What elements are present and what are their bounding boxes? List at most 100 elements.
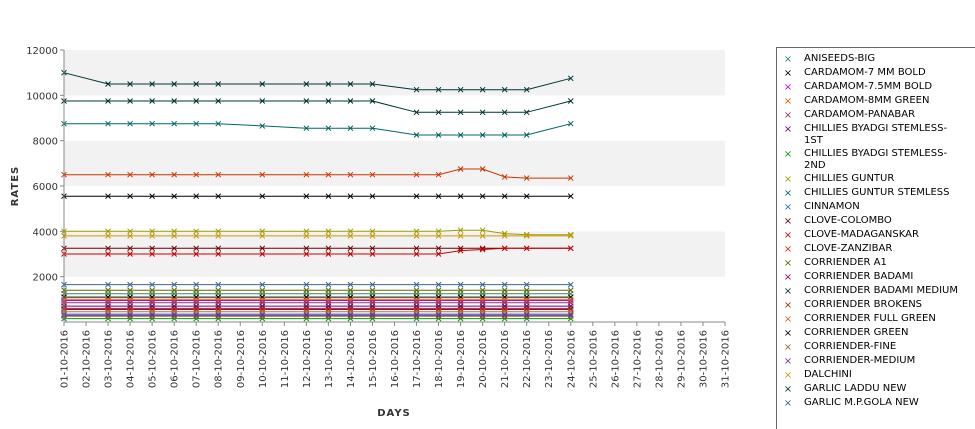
data-point bbox=[127, 312, 133, 319]
data-point bbox=[347, 313, 354, 320]
y-tick-label: 4000 bbox=[33, 227, 58, 238]
series-22 bbox=[61, 69, 574, 93]
data-point bbox=[369, 171, 376, 178]
data-point bbox=[457, 109, 464, 116]
legend-label: GARLIC M.P.GOLA NEW bbox=[804, 397, 919, 408]
data-point bbox=[413, 109, 420, 116]
data-point bbox=[567, 175, 574, 181]
data-point bbox=[149, 193, 155, 200]
data-point bbox=[127, 306, 133, 313]
data-point bbox=[105, 245, 111, 252]
data-point bbox=[105, 81, 111, 87]
data-point bbox=[369, 193, 376, 200]
data-point bbox=[457, 311, 464, 317]
data-point bbox=[171, 193, 178, 200]
x-tick-label: 23-10-2016 bbox=[544, 330, 555, 388]
data-point bbox=[347, 311, 354, 317]
data-point bbox=[413, 233, 420, 239]
x-tick-label: 05-10-2016 bbox=[148, 330, 159, 388]
legend-label: CORRIENDER-MEDIUM bbox=[804, 355, 916, 366]
data-point bbox=[325, 313, 332, 320]
data-point bbox=[193, 193, 200, 200]
x-tick-label: 11-10-2016 bbox=[280, 330, 291, 388]
legend-label: CHILLIES BYADGI STEMLESS-1ST bbox=[804, 123, 948, 146]
legend-item: × CORRIENDER FULL GREEN bbox=[777, 312, 975, 326]
data-point bbox=[127, 281, 133, 288]
legend-label: GARLIC LADDU NEW bbox=[804, 383, 907, 394]
legend-label: CINNAMON bbox=[804, 201, 860, 212]
y-tick-label: 10000 bbox=[26, 91, 58, 102]
x-tick-label: 16-10-2016 bbox=[390, 330, 401, 388]
data-point bbox=[457, 247, 464, 254]
data-point bbox=[347, 81, 354, 87]
data-point bbox=[215, 233, 222, 239]
data-point bbox=[435, 312, 442, 319]
data-point bbox=[435, 287, 442, 294]
legend-label: CHILLIES BYADGI STEMLESS-2ND bbox=[804, 148, 948, 171]
data-point bbox=[435, 233, 442, 239]
x-tick-label: 13-10-2016 bbox=[324, 330, 335, 388]
data-point bbox=[567, 120, 574, 127]
data-point bbox=[105, 312, 111, 319]
legend-item: × CHILLIES BYADGI STEMLESS-1ST bbox=[777, 122, 975, 147]
data-point bbox=[457, 227, 464, 234]
data-point bbox=[413, 311, 420, 317]
data-point bbox=[127, 311, 133, 317]
data-point bbox=[193, 245, 200, 252]
legend-label: CORRIENDER GREEN bbox=[804, 327, 909, 338]
data-point bbox=[215, 193, 222, 200]
data-point bbox=[435, 132, 442, 138]
data-point bbox=[325, 233, 332, 239]
data-point bbox=[523, 313, 530, 320]
data-point bbox=[479, 227, 486, 234]
data-point bbox=[171, 120, 178, 127]
x-tick-label: 06-10-2016 bbox=[170, 330, 181, 388]
legend-item: × ANISEEDS-BIG bbox=[777, 52, 975, 66]
data-point bbox=[457, 287, 464, 294]
data-point bbox=[347, 281, 354, 288]
data-point bbox=[369, 306, 376, 313]
series-19 bbox=[61, 313, 574, 320]
data-point bbox=[127, 171, 133, 178]
data-point bbox=[501, 230, 508, 237]
y-tick-label: 2000 bbox=[33, 273, 58, 284]
data-point bbox=[413, 306, 420, 313]
legend: × ANISEEDS-BIG × CARDAMOM-7 MM BOLD × CARDAMO… bbox=[776, 47, 975, 429]
data-point bbox=[105, 306, 111, 313]
data-point bbox=[171, 171, 178, 178]
legend-label: CLOVE-MADAGANSKAR bbox=[804, 229, 919, 240]
data-point bbox=[127, 287, 133, 294]
legend-item: × CORRIENDER BADAMI MEDIUM bbox=[777, 284, 975, 298]
legend-marker: × bbox=[783, 216, 793, 227]
data-point bbox=[127, 193, 133, 200]
legend-marker: × bbox=[783, 54, 793, 65]
x-tick-label: 17-10-2016 bbox=[412, 330, 423, 388]
data-point bbox=[413, 132, 420, 138]
legend-label: CORRIENDER-FINE bbox=[804, 341, 897, 352]
data-point bbox=[149, 233, 155, 239]
data-point bbox=[501, 281, 508, 288]
legend-label: CLOVE-COLOMBO bbox=[804, 215, 892, 226]
data-point bbox=[435, 109, 442, 116]
series-9 bbox=[61, 311, 574, 317]
y-axis-title: RATES bbox=[10, 166, 21, 207]
data-point bbox=[105, 313, 111, 320]
data-point bbox=[193, 313, 200, 320]
x-tick-label: 14-10-2016 bbox=[346, 330, 357, 388]
data-point bbox=[325, 245, 332, 252]
data-point bbox=[369, 125, 376, 132]
data-point bbox=[149, 228, 155, 235]
legend-marker: × bbox=[783, 356, 793, 367]
data-point bbox=[479, 109, 486, 116]
data-point bbox=[479, 193, 486, 200]
data-point bbox=[523, 86, 530, 93]
data-point bbox=[149, 281, 155, 288]
data-point bbox=[149, 81, 155, 87]
grid-band bbox=[64, 50, 725, 96]
legend-marker: × bbox=[783, 96, 793, 107]
legend-item: × GARLIC LADDU NEW bbox=[777, 382, 975, 396]
data-point bbox=[457, 193, 464, 200]
data-point bbox=[567, 193, 574, 200]
grid-band bbox=[64, 95, 725, 141]
data-point bbox=[105, 193, 111, 200]
